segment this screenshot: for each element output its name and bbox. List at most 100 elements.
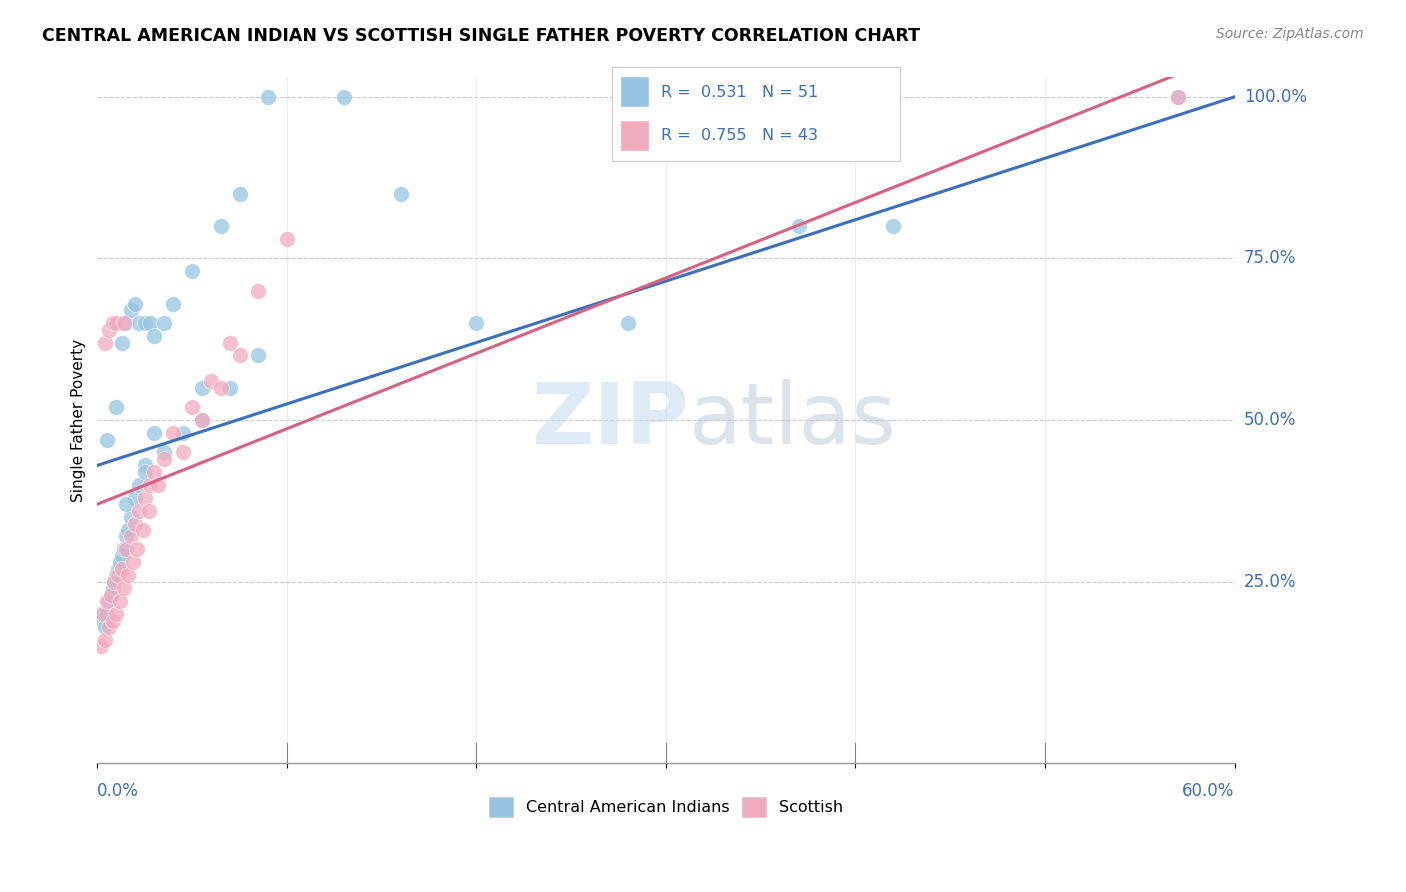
Point (139, 477, 162, 491)
Point (257, 90, 280, 104)
Point (143, 465, 166, 479)
Legend: Central American Indians, Scottish: Central American Indians, Scottish (482, 791, 849, 823)
Point (228, 186, 250, 201)
Point (117, 568, 139, 582)
Point (114, 316, 136, 330)
Point (465, 316, 488, 330)
Point (172, 425, 194, 440)
Point (97, 594, 120, 608)
Point (128, 503, 150, 517)
Point (121, 303, 143, 318)
Point (146, 477, 169, 491)
Point (787, 219, 810, 234)
Point (128, 477, 150, 491)
Point (105, 607, 128, 621)
Point (117, 523, 139, 537)
Point (124, 491, 146, 505)
FancyBboxPatch shape (620, 120, 650, 152)
Point (103, 574, 125, 589)
Point (162, 297, 184, 311)
Point (134, 465, 156, 479)
Text: 25.0%: 25.0% (1244, 573, 1296, 591)
Point (152, 451, 174, 466)
Point (181, 400, 204, 414)
Point (882, 219, 904, 234)
Point (132, 523, 155, 537)
Point (190, 381, 212, 395)
Point (152, 316, 174, 330)
Point (209, 219, 232, 234)
Point (107, 568, 129, 582)
Point (111, 335, 134, 350)
Text: 60.0%: 60.0% (1182, 782, 1234, 800)
Point (190, 413, 212, 427)
Point (152, 445, 174, 459)
Point (389, 186, 412, 201)
Point (100, 588, 122, 602)
Point (276, 232, 298, 246)
Text: atlas: atlas (689, 378, 897, 462)
Point (90, 607, 112, 621)
Point (200, 374, 222, 388)
Point (138, 503, 160, 517)
Point (209, 381, 232, 395)
Point (91, 614, 114, 628)
Point (247, 284, 270, 298)
Point (181, 264, 204, 278)
Point (143, 425, 166, 440)
Point (97, 323, 120, 337)
Text: 100.0%: 100.0% (1244, 87, 1308, 106)
Point (101, 581, 124, 595)
Point (114, 529, 136, 543)
Text: CENTRAL AMERICAN INDIAN VS SCOTTISH SINGLE FATHER POVERTY CORRELATION CHART: CENTRAL AMERICAN INDIAN VS SCOTTISH SING… (42, 27, 920, 45)
Point (94, 620, 117, 634)
Point (127, 542, 149, 557)
Point (112, 542, 135, 557)
Point (124, 516, 146, 531)
Point (124, 297, 146, 311)
Point (121, 529, 143, 543)
Point (105, 400, 128, 414)
Text: Source: ZipAtlas.com: Source: ZipAtlas.com (1216, 27, 1364, 41)
Text: R =  0.755   N = 43: R = 0.755 N = 43 (661, 128, 818, 143)
Point (1167, 90, 1189, 104)
Point (90, 640, 112, 654)
FancyBboxPatch shape (620, 77, 650, 107)
Text: 75.0%: 75.0% (1244, 250, 1296, 268)
Point (332, 90, 354, 104)
Text: R =  0.531   N = 51: R = 0.531 N = 51 (661, 85, 818, 100)
Point (108, 594, 131, 608)
Point (139, 316, 162, 330)
Point (134, 316, 156, 330)
Point (111, 549, 134, 563)
Text: 50.0%: 50.0% (1244, 411, 1296, 429)
Point (219, 335, 242, 350)
Point (94, 335, 117, 350)
Point (103, 574, 125, 589)
Point (101, 614, 124, 628)
Point (107, 562, 129, 576)
Point (111, 562, 134, 576)
Point (617, 316, 640, 330)
Point (94, 632, 117, 647)
Point (219, 381, 242, 395)
Point (128, 316, 150, 330)
Y-axis label: Single Father Poverty: Single Father Poverty (72, 339, 86, 501)
Point (1167, 90, 1189, 104)
Point (114, 497, 136, 511)
Point (105, 568, 128, 582)
Point (134, 491, 156, 505)
Point (134, 458, 156, 473)
Point (190, 413, 212, 427)
Point (97, 620, 120, 634)
Point (247, 348, 270, 362)
Point (100, 588, 122, 602)
Point (112, 316, 135, 330)
Point (172, 445, 194, 459)
Point (162, 425, 184, 440)
Point (101, 316, 124, 330)
Point (122, 555, 145, 569)
Point (121, 510, 143, 524)
Point (114, 542, 136, 557)
Point (96, 433, 118, 447)
